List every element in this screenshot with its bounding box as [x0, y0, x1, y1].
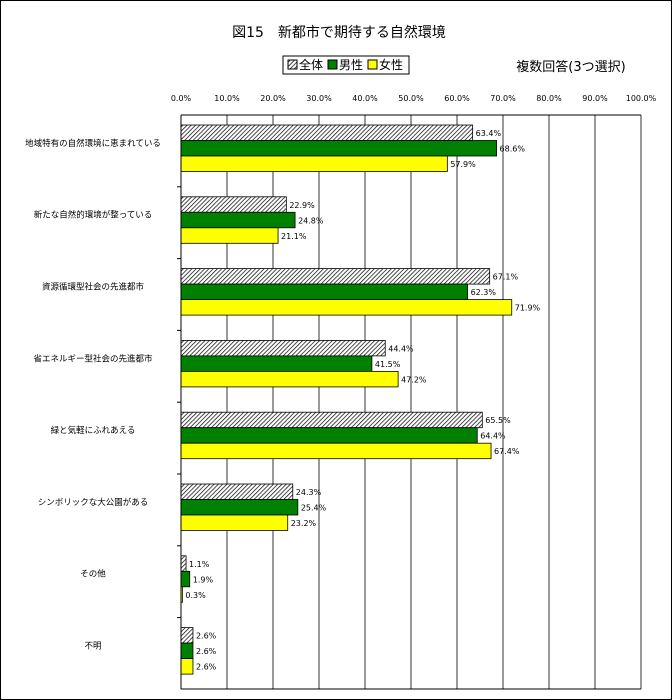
bar [180, 339, 386, 357]
data-label: 24.3% [296, 488, 322, 497]
category-label: シンボリックな大公園がある [38, 497, 149, 508]
x-tick-label: 70.0% [490, 94, 516, 103]
legend-label: 男性 [339, 58, 363, 72]
data-label: 0.3% [185, 591, 206, 600]
legend-swatch [367, 59, 378, 70]
bar [180, 268, 491, 285]
bar [180, 442, 492, 460]
data-label: 67.4% [494, 447, 520, 456]
bar [180, 355, 373, 372]
x-tick-label: 0.0% [171, 94, 192, 103]
bar [180, 370, 399, 388]
bar [180, 555, 187, 572]
data-label: 65.5% [485, 416, 511, 425]
category-label: 新たな自然的環境が整っている [34, 210, 153, 221]
data-label: 1.9% [193, 575, 214, 584]
bar [180, 411, 483, 429]
bar [180, 483, 294, 500]
bar [180, 283, 468, 301]
data-labels: 63.4% 68.6% 57.9% 22.9% 24.8% 21.1% 67.1% 62.3%… [185, 129, 540, 672]
category-label: その他 [80, 569, 106, 580]
bar [180, 196, 287, 213]
x-tick-label: 30.0% [306, 94, 332, 103]
bar [180, 299, 513, 316]
bar [180, 155, 448, 172]
x-tick-label: 20.0% [260, 94, 286, 103]
x-tick-label: 100.0% [626, 94, 657, 103]
data-label: 2.6% [196, 663, 217, 672]
bar [180, 627, 194, 644]
bar [180, 427, 478, 444]
data-label: 47.2% [401, 375, 427, 384]
bar [180, 642, 194, 659]
category-label: 地域特有の自然環境に恵まれている [25, 138, 161, 149]
data-label: 25.4% [301, 504, 327, 513]
data-label: 62.3% [471, 288, 497, 297]
category-label: 資源循環型社会の先進都市 [42, 281, 145, 292]
data-label: 1.1% [189, 560, 210, 569]
bars [180, 115, 513, 689]
category-label: 緑と気軽にふれあえる [51, 425, 136, 436]
data-label: 44.4% [388, 344, 414, 353]
bar [180, 140, 497, 157]
legend-label: 女性 [379, 57, 403, 72]
x-tick-label: 10.0% [214, 94, 240, 103]
category-labels: 地域特有の自然環境に恵まれている新たな自然的環境が整っている資源循環型社会の先進… [25, 138, 161, 652]
x-tick-label: 40.0% [352, 94, 378, 103]
data-label: 41.5% [375, 360, 401, 369]
x-tick-label: 90.0% [582, 94, 608, 103]
data-label: 24.8% [298, 216, 324, 225]
data-label: 71.9% [515, 304, 541, 313]
bar [180, 211, 296, 229]
x-tick-label: 80.0% [536, 94, 562, 103]
bar [180, 499, 299, 516]
legend-label: 全体 [299, 57, 323, 72]
bar [180, 570, 191, 588]
data-label: 57.9% [450, 160, 476, 169]
bar [180, 124, 474, 141]
x-tick-label: 50.0% [398, 94, 424, 103]
data-label: 67.1% [493, 273, 519, 282]
data-label: 63.4% [476, 129, 502, 138]
data-label: 21.1% [281, 232, 307, 241]
data-label: 22.9% [289, 201, 315, 210]
bar [180, 227, 279, 244]
data-label: 64.4% [480, 432, 506, 441]
bar [180, 514, 289, 531]
data-label: 23.2% [291, 519, 317, 528]
data-label: 68.6% [500, 145, 526, 154]
chart-note: 複数回答(3つ選択) [516, 59, 625, 75]
chart-title: 図15 新都市で期待する自然環境 [232, 24, 446, 41]
data-label: 2.6% [196, 632, 217, 641]
legend: 全体 男性 女性 [282, 55, 410, 75]
data-label: 2.6% [196, 647, 217, 656]
legend-swatch [287, 59, 298, 70]
bar [180, 658, 194, 675]
x-tick-label: 60.0% [444, 94, 470, 103]
legend-swatch [327, 59, 338, 70]
x-axis-ticks: 0.0% 10.0% 20.0% 30.0% 40.0% 50.0% 60.0% 70.0% 8… [171, 94, 657, 103]
category-label: 不明 [84, 641, 101, 651]
category-label: 省エネルギー型社会の先進都市 [33, 353, 153, 364]
